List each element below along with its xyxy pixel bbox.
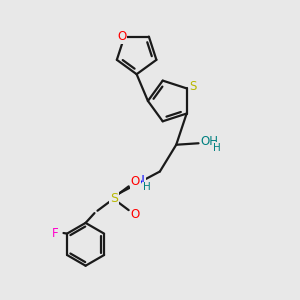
Text: O: O [130,176,140,188]
Text: H: H [142,182,150,192]
Text: S: S [110,192,118,205]
Text: S: S [190,80,197,93]
Text: O: O [117,30,127,43]
Text: OH: OH [200,135,218,148]
Text: O: O [130,208,140,221]
Text: H: H [213,143,221,153]
Text: N: N [136,174,145,187]
Text: F: F [52,226,59,239]
